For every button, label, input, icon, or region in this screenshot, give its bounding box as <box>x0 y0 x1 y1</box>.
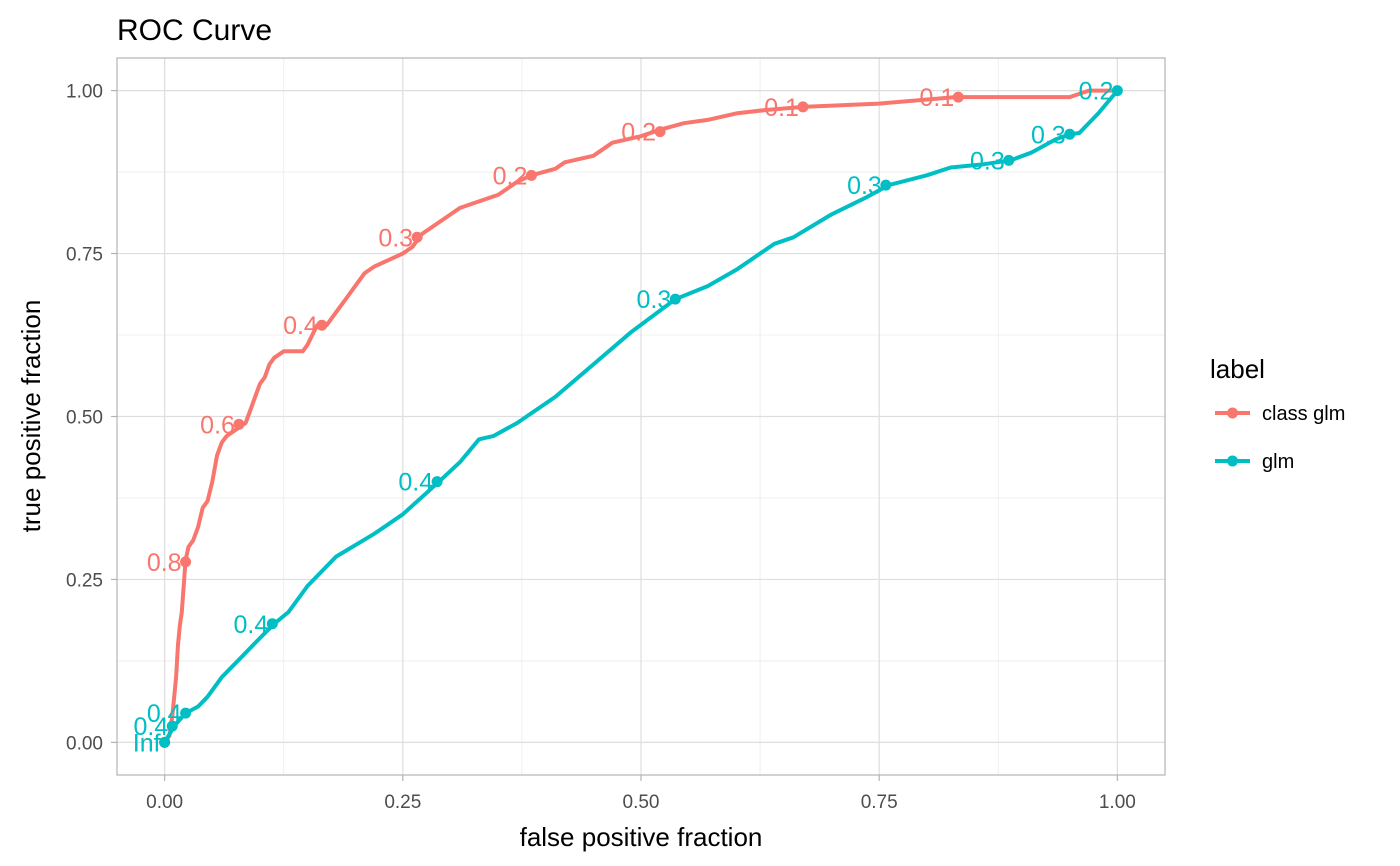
threshold-point <box>880 179 892 191</box>
threshold-label: 0.2 <box>621 119 656 147</box>
legend-key-point <box>1227 455 1238 467</box>
x-tick-label: 0.25 <box>384 792 421 813</box>
threshold-point <box>180 707 192 719</box>
threshold-point <box>1111 85 1123 97</box>
threshold-label: 0.4 <box>133 713 168 741</box>
threshold-label: Inf <box>133 729 161 757</box>
grid-layer <box>117 58 1165 775</box>
threshold-point <box>316 319 328 331</box>
threshold-label: 0.4 <box>283 312 318 340</box>
y-tick-label: 1.00 <box>66 82 103 103</box>
threshold-point <box>1064 128 1076 140</box>
threshold-label: 0.3 <box>1031 121 1066 149</box>
threshold-point <box>952 91 964 103</box>
threshold-label: 0.4 <box>234 611 269 639</box>
threshold-point <box>266 618 278 630</box>
chart-title: ROC Curve <box>117 14 272 47</box>
threshold-label: 0.4 <box>147 700 182 728</box>
threshold-label: 0.8 <box>147 549 182 577</box>
x-axis-title: false positive fraction <box>520 822 763 852</box>
y-tick-label: 0.25 <box>66 570 103 591</box>
threshold-point <box>411 231 423 243</box>
threshold-label: 0.6 <box>200 411 235 439</box>
threshold-point <box>654 126 666 138</box>
threshold-point <box>669 293 681 305</box>
legend-item-class-glm: class glm <box>1215 403 1345 425</box>
y-tick-label: 0.50 <box>66 408 103 429</box>
threshold-point <box>525 169 537 181</box>
y-tick-label: 0.75 <box>66 245 103 266</box>
x-tick-label: 0.50 <box>623 792 660 813</box>
legend-key-point <box>1227 407 1238 419</box>
threshold-label: 0.3 <box>378 224 413 252</box>
y-tick-label: 0.00 <box>66 733 103 754</box>
y-axis-title: true positive fraction <box>16 300 46 533</box>
legend-item-glm: glm <box>1215 451 1294 473</box>
x-tick-label: 0.00 <box>146 792 183 813</box>
series-class-glm: Inf 0.8 0.6 0.4 0.3 0.2 0.2 0.1 0.1 <box>133 84 1120 757</box>
threshold-point <box>166 720 178 732</box>
roc-line <box>162 88 1120 745</box>
threshold-label: 0.1 <box>919 84 954 112</box>
legend-label: class glm <box>1262 403 1345 425</box>
threshold-point <box>233 418 245 430</box>
threshold-point <box>159 736 171 748</box>
threshold-point <box>797 101 809 113</box>
threshold-label: 0.2 <box>493 162 528 190</box>
threshold-label: 0.3 <box>970 147 1005 175</box>
threshold-label: 0.2 <box>1079 78 1114 106</box>
threshold-point <box>180 556 192 568</box>
threshold-point <box>431 476 443 488</box>
legend-label: glm <box>1262 451 1294 473</box>
threshold-point <box>1003 154 1015 166</box>
x-tick-label: 0.75 <box>861 792 898 813</box>
legend: label class glm glm <box>1210 354 1345 473</box>
tick-layer: 0.00 0.25 0.50 0.75 1.00 0.00 0.25 0.50 0.75 1.00 <box>66 82 1136 813</box>
threshold-label: 0.3 <box>847 172 882 200</box>
x-tick-label: 1.00 <box>1099 792 1136 813</box>
threshold-label: 0.3 <box>637 286 672 314</box>
threshold-label: 0.1 <box>764 94 799 122</box>
threshold-label: 0.4 <box>398 469 433 497</box>
threshold-label: Inf <box>133 729 161 757</box>
legend-items: class glm glm <box>1215 403 1345 473</box>
legend-title: label <box>1210 354 1265 384</box>
